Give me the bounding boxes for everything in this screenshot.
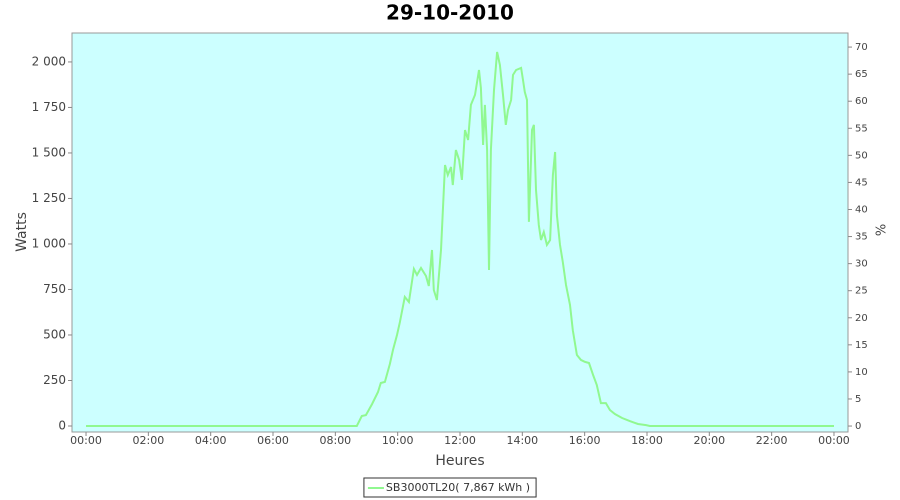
y-axis-label: Watts	[14, 212, 30, 252]
y2-tick-label: 35	[855, 232, 868, 243]
y-tick-label: 1 000	[32, 236, 66, 250]
y-tick-label: 750	[43, 282, 66, 296]
y2-tick-label: 20	[855, 313, 868, 324]
y2-axis-label: %	[875, 224, 890, 236]
x-tick-label: 12:00	[444, 434, 476, 447]
series-line	[86, 51, 834, 427]
x-tick-label: 22:00	[756, 434, 788, 447]
y2-tick-label: 50	[855, 150, 868, 161]
y2-tick-label: 0	[855, 421, 861, 432]
x-tick-label: 06:00	[257, 434, 289, 447]
x-tick-label: 16:00	[569, 434, 601, 447]
x-tick-label: 14:00	[506, 434, 538, 447]
x-axis-label: Heures	[435, 453, 484, 469]
y-tick-label: 1 250	[32, 191, 66, 205]
y2-tick-label: 60	[855, 96, 868, 107]
chart-title: 29-10-2010	[386, 1, 514, 25]
y2-tick-label: 55	[855, 123, 868, 134]
y2-tick-label: 15	[855, 340, 868, 351]
x-tick-label: 00:00	[818, 434, 850, 447]
x-tick-label: 04:00	[195, 434, 227, 447]
y-tick-label: 500	[43, 327, 66, 341]
y2-tick-label: 65	[855, 69, 868, 80]
y2-tick-label: 10	[855, 367, 868, 378]
x-tick-label: 20:00	[693, 434, 725, 447]
plot-area	[71, 32, 849, 433]
x-tick-label: 08:00	[319, 434, 351, 447]
y-tick-label: 1 500	[32, 145, 66, 159]
y2-tick-label: 5	[855, 394, 861, 405]
y2-tick-label: 45	[855, 177, 868, 188]
y-tick-label: 2 000	[32, 54, 66, 68]
x-tick-label: 18:00	[631, 434, 663, 447]
y-tick-label: 0	[58, 418, 66, 432]
x-tick-label: 02:00	[133, 434, 165, 447]
y2-tick-label: 25	[855, 286, 868, 297]
legend-label: SB3000TL20( 7,867 kWh )	[386, 481, 530, 494]
y-tick-label: 250	[43, 373, 66, 387]
x-tick-label: 10:00	[382, 434, 414, 447]
x-tick-label: 00:00	[70, 434, 102, 447]
y2-tick-label: 30	[855, 259, 868, 270]
legend-box	[363, 477, 537, 498]
y-tick-label: 1 750	[32, 100, 66, 114]
y2-tick-label: 40	[855, 204, 868, 215]
y2-tick-label: 70	[855, 42, 868, 53]
